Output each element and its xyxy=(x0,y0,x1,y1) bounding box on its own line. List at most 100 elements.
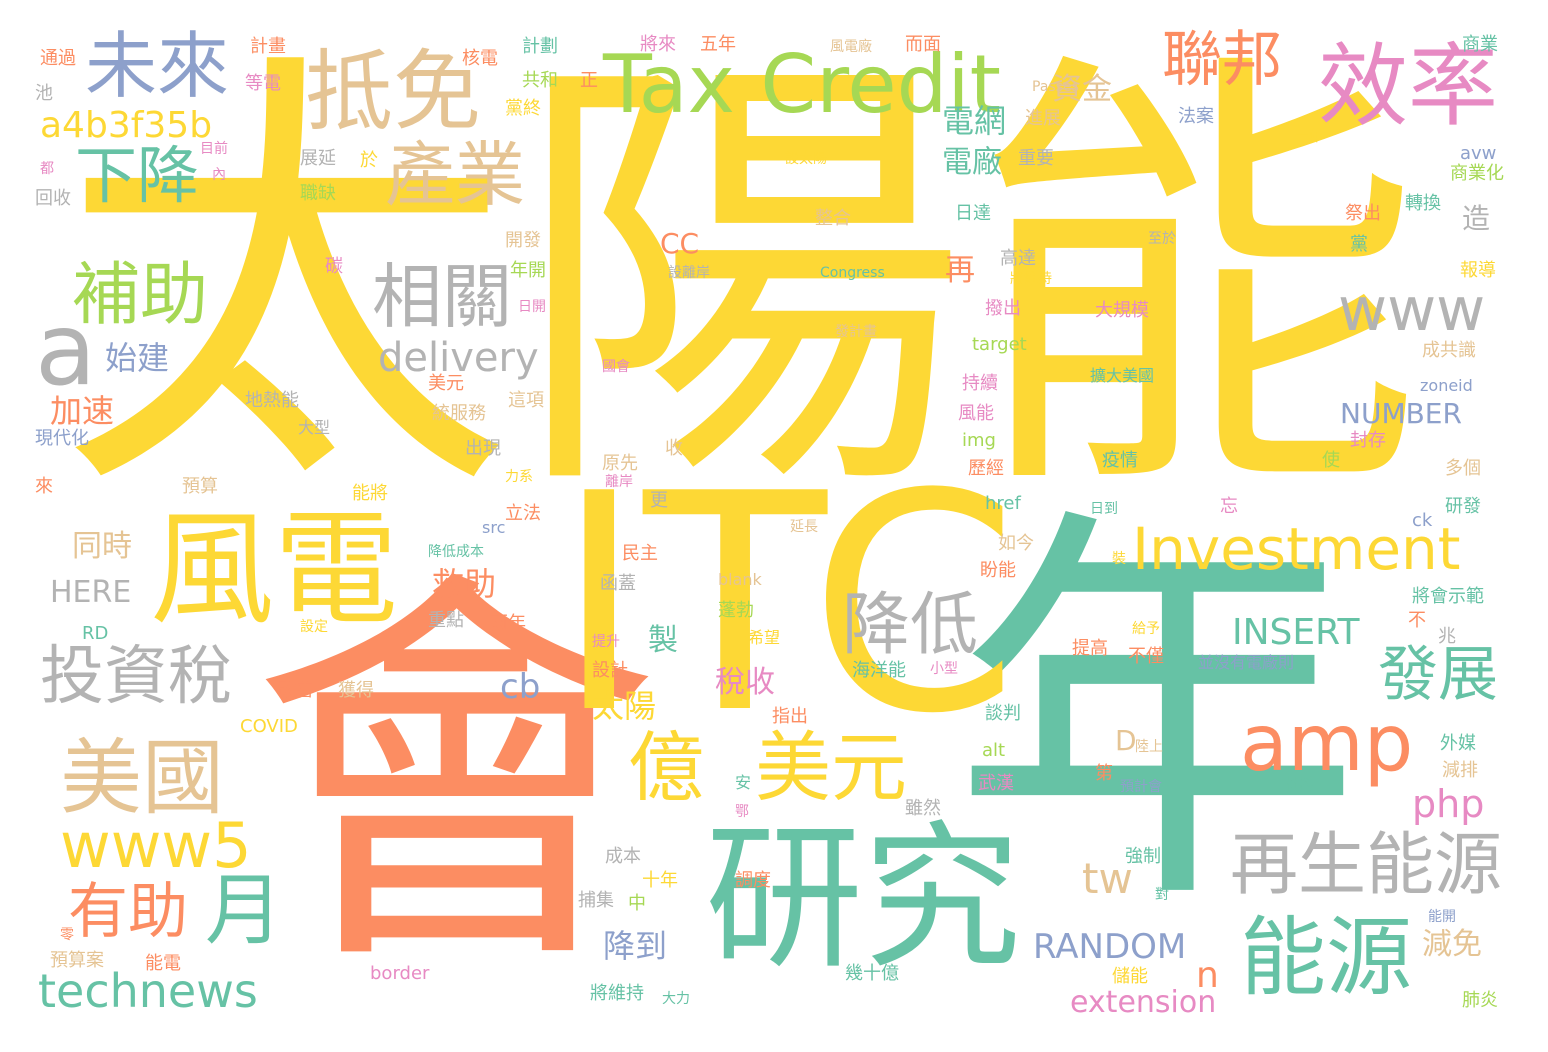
cloud-word: 進展 xyxy=(1025,108,1061,129)
cloud-word: 儲能 xyxy=(1112,966,1148,987)
cloud-word: 回收 xyxy=(35,188,71,209)
cloud-word: 商業化 xyxy=(1450,163,1504,184)
cloud-word: 降到 xyxy=(603,927,668,965)
cloud-word: 設計 xyxy=(592,660,628,681)
cloud-word: delivery xyxy=(378,335,539,381)
cloud-word: 發展 xyxy=(1378,640,1498,710)
cloud-word: 撥出 xyxy=(985,298,1021,319)
cloud-word: 碳 xyxy=(325,256,343,277)
cloud-word: COVID xyxy=(240,716,298,737)
cloud-word: 風電廠 xyxy=(830,39,872,55)
cloud-word: n xyxy=(1196,955,1219,996)
cloud-word: 等電 xyxy=(245,73,281,94)
cloud-word: 成共識 xyxy=(1422,340,1476,361)
cloud-word: 立法 xyxy=(505,503,541,524)
cloud-word: 內 xyxy=(212,167,226,183)
cloud-word: 通過 xyxy=(40,48,76,69)
cloud-word: img xyxy=(962,430,996,451)
cloud-word: 再 xyxy=(945,253,975,288)
cloud-word: 至於 xyxy=(1148,231,1176,247)
cloud-word: 投資稅 xyxy=(40,640,232,714)
cloud-word: 持續 xyxy=(962,373,998,394)
cloud-word: 而面 xyxy=(905,34,941,55)
cloud-word: 會 xyxy=(250,538,660,1016)
cloud-word: 一年 xyxy=(1295,129,1323,145)
cloud-word: 有助 xyxy=(68,877,188,947)
cloud-word: 提升 xyxy=(592,634,620,650)
cloud-word: 現代化 xyxy=(35,428,89,449)
cloud-word: 祭出 xyxy=(1345,203,1381,224)
cloud-word: 高達 xyxy=(1000,248,1036,269)
cloud-word: www xyxy=(1338,275,1486,345)
cloud-word: 希望 xyxy=(748,628,781,647)
cloud-word: 能源 xyxy=(1240,908,1412,1008)
cloud-word: Investment xyxy=(1132,515,1461,583)
cloud-word: 日到 xyxy=(1090,501,1118,517)
cloud-word: 重要 xyxy=(1018,148,1054,169)
cloud-word: 武漢 xyxy=(978,773,1014,794)
cloud-word: 零 xyxy=(60,927,74,943)
cloud-word: 電廠 xyxy=(942,145,1002,180)
cloud-word: 使 xyxy=(1322,450,1340,471)
cloud-word: 池 xyxy=(35,83,53,104)
cloud-word: 鄂 xyxy=(735,804,749,820)
cloud-word: 補助 xyxy=(72,256,209,335)
cloud-word: 黨 xyxy=(1350,234,1368,255)
cloud-word: 談判 xyxy=(985,703,1021,724)
cloud-word: 將會示範 xyxy=(1412,586,1484,607)
cloud-word: 指出 xyxy=(772,706,808,727)
cloud-word: NUMBER xyxy=(1340,397,1462,430)
cloud-word: 十年 xyxy=(642,870,678,891)
cloud-word: href xyxy=(985,493,1021,514)
cloud-word: 設離岸 xyxy=(668,265,710,281)
cloud-word: target xyxy=(972,334,1027,355)
cloud-word: Passes xyxy=(1032,79,1079,95)
cloud-word: 外媒 xyxy=(1440,733,1476,754)
cloud-word: 商業 xyxy=(1462,34,1498,55)
cloud-word: 封存 xyxy=(1350,430,1386,451)
cloud-word: 製 xyxy=(648,623,678,658)
cloud-word: 獲得 xyxy=(338,680,374,701)
cloud-word: 太陽能 xyxy=(58,18,1423,547)
cloud-word: 更 xyxy=(650,490,668,511)
cloud-word: 給予 xyxy=(1132,621,1160,637)
cloud-word: 稅收 xyxy=(715,665,775,700)
cloud-word: 開發 xyxy=(505,230,541,251)
cloud-word: 職缺 xyxy=(300,183,336,204)
cloud-word: 多個 xyxy=(1445,458,1481,479)
cloud-word: HERE xyxy=(50,575,132,610)
cloud-word: avw xyxy=(1460,143,1497,164)
cloud-word: 兩年 xyxy=(490,613,526,634)
cloud-word: 能將 xyxy=(352,483,388,504)
cloud-word: 雖然 xyxy=(905,798,941,819)
cloud-word: 日開 xyxy=(518,299,546,315)
cloud-word: ck xyxy=(1412,510,1433,531)
cloud-word: tw xyxy=(1082,854,1133,903)
cloud-word: 年開 xyxy=(510,260,546,281)
cloud-word: php xyxy=(1412,782,1485,826)
cloud-word: 重點 xyxy=(428,610,464,631)
cloud-word: 億 xyxy=(628,723,704,812)
cloud-word: 離岸 xyxy=(605,474,633,490)
cloud-word: 再生能源 xyxy=(1230,826,1503,905)
cloud-word: 不僅 xyxy=(1128,646,1164,667)
cloud-word: RD xyxy=(82,623,109,644)
cloud-word: 改善 xyxy=(278,680,314,701)
cloud-word: 目前 xyxy=(200,141,228,157)
cloud-word: 能開 xyxy=(1428,909,1456,925)
cloud-word: 日達 xyxy=(955,203,991,224)
cloud-word: 相關 xyxy=(372,256,512,338)
cloud-word: INSERT xyxy=(1232,612,1360,653)
cloud-word: 提高 xyxy=(1072,638,1108,659)
cloud-word: 來 xyxy=(35,476,53,497)
cloud-word: 統服務 xyxy=(432,403,486,424)
cloud-word: 不 xyxy=(1408,610,1426,631)
cloud-word: blank xyxy=(718,570,762,589)
cloud-word: 發計畫 xyxy=(835,324,877,340)
cloud-word: 裝 xyxy=(1112,551,1126,567)
cloud-word: 計畫 xyxy=(250,36,286,57)
cloud-word: cb xyxy=(500,667,541,707)
cloud-word: 太陽 xyxy=(592,687,657,725)
cloud-word: 美元 xyxy=(428,373,464,394)
